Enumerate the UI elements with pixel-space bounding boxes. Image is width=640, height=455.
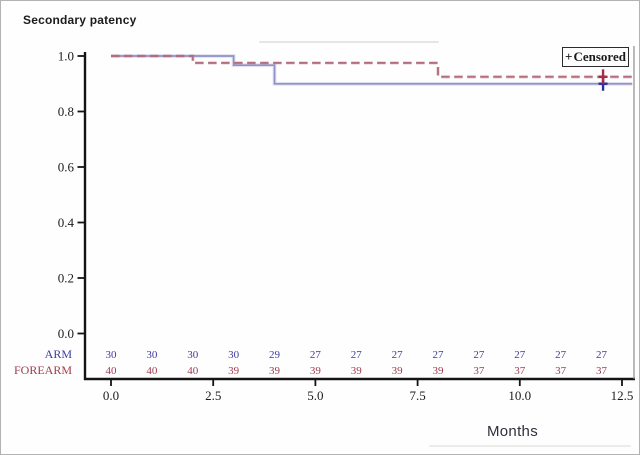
at-risk-value: 27 <box>310 349 322 361</box>
series-arm-line-halo <box>111 54 633 86</box>
series-forearm-line <box>111 55 633 78</box>
at-risk-value: 27 <box>351 349 363 361</box>
y-tick-label: 0.4 <box>58 215 75 230</box>
at-risk-value: 39 <box>310 365 322 377</box>
series-arm-line <box>111 55 633 85</box>
at-risk-value: 39 <box>228 365 240 377</box>
at-risk-value: 27 <box>473 349 485 361</box>
at-risk-value: 37 <box>514 365 526 377</box>
x-tick-label: 2.5 <box>205 388 221 403</box>
at-risk-value: 27 <box>392 349 404 361</box>
at-risk-row-label: FOREARM <box>14 363 72 377</box>
y-tick-label: 1.0 <box>58 49 74 64</box>
x-tick-label: 0.0 <box>103 388 119 403</box>
at-risk-value: 30 <box>146 349 158 361</box>
x-tick-label: 7.5 <box>409 388 425 403</box>
scan-artifact <box>259 41 439 43</box>
at-risk-row-label: ARM <box>45 347 73 361</box>
at-risk-value: 39 <box>351 365 363 377</box>
at-risk-value: 29 <box>269 349 281 361</box>
at-risk-value: 37 <box>555 365 567 377</box>
scan-artifact <box>429 445 631 447</box>
censor-plus-icon: + <box>565 49 573 64</box>
at-risk-value: 30 <box>187 349 199 361</box>
at-risk-value: 30 <box>106 349 118 361</box>
x-tick-label: 12.5 <box>611 388 634 403</box>
x-axis-title: Months <box>487 423 538 440</box>
y-tick-label: 0.2 <box>58 271 74 286</box>
y-tick-label: 0.0 <box>58 326 74 341</box>
chart-title: Secondary patency <box>23 13 137 27</box>
at-risk-value: 39 <box>269 365 281 377</box>
censored-legend: + Censored <box>562 47 629 67</box>
at-risk-value: 40 <box>146 365 158 377</box>
at-risk-value: 27 <box>433 349 445 361</box>
series-forearm-line-halo <box>111 54 633 79</box>
at-risk-value: 37 <box>473 365 485 377</box>
y-tick-label: 0.6 <box>58 160 75 175</box>
x-tick-label: 5.0 <box>307 388 323 403</box>
at-risk-value: 30 <box>228 349 240 361</box>
legend-label: Censored <box>573 49 626 64</box>
at-risk-value: 39 <box>433 365 445 377</box>
at-risk-value: 40 <box>106 365 118 377</box>
at-risk-value: 27 <box>555 349 567 361</box>
y-tick-label: 0.8 <box>58 104 74 119</box>
at-risk-value: 37 <box>596 365 608 377</box>
at-risk-value: 39 <box>392 365 404 377</box>
at-risk-value: 27 <box>596 349 608 361</box>
x-tick-label: 10.0 <box>508 388 531 403</box>
at-risk-value: 40 <box>187 365 199 377</box>
at-risk-value: 27 <box>514 349 526 361</box>
